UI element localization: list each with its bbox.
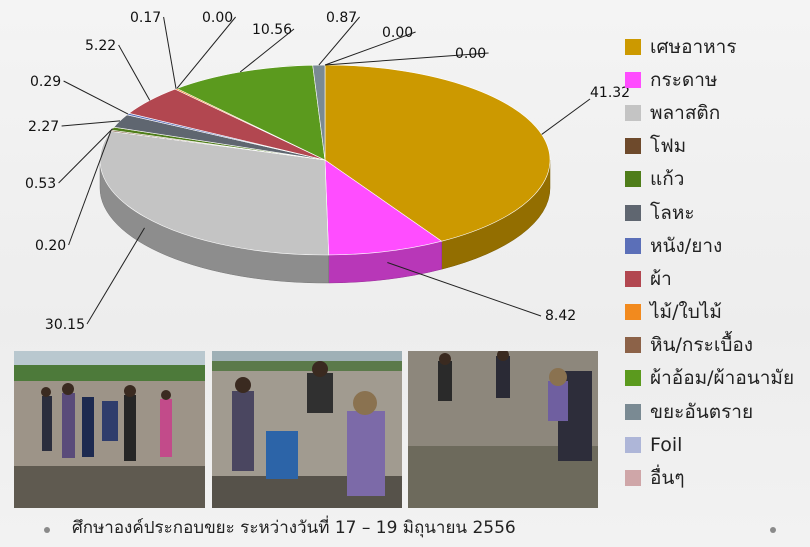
legend-item: โลหะ bbox=[625, 196, 810, 229]
legend-item: แก้ว bbox=[625, 163, 810, 196]
legend-swatch bbox=[625, 370, 641, 387]
photo-landfill-workers-3 bbox=[408, 351, 598, 508]
legend-item: พลาสติก bbox=[625, 96, 810, 129]
legend-swatch bbox=[625, 104, 641, 121]
data-label: 0.17 bbox=[130, 10, 161, 26]
legend-swatch bbox=[625, 403, 641, 420]
legend-label: ไม้/ใบไม้ bbox=[650, 301, 722, 324]
data-label: 0.20 bbox=[35, 238, 66, 254]
legend-swatch bbox=[625, 470, 641, 487]
photo-landfill-workers-1 bbox=[14, 351, 205, 508]
leader-line bbox=[163, 16, 177, 89]
legend-item: อื่นๆ bbox=[625, 461, 810, 494]
legend-item: กระดาษ bbox=[625, 63, 810, 96]
legend-label: Foil bbox=[650, 433, 683, 456]
legend-item: เศษอาหาร bbox=[625, 30, 810, 63]
pie-slice bbox=[324, 159, 443, 256]
legend-item: โฟม bbox=[625, 130, 810, 163]
legend-swatch bbox=[625, 237, 641, 254]
legend-label: ผ้า bbox=[650, 267, 672, 290]
legend-label: กระดาษ bbox=[650, 68, 718, 91]
pie-slice bbox=[324, 64, 551, 242]
leader-line bbox=[324, 31, 416, 66]
data-label: 0.53 bbox=[25, 176, 56, 192]
legend-swatch bbox=[625, 171, 641, 188]
leader-line bbox=[118, 44, 151, 101]
pie-slice bbox=[99, 130, 329, 256]
leader-line bbox=[541, 98, 591, 135]
legend-label: อื่นๆ bbox=[650, 467, 685, 490]
chart-legend: เศษอาหารกระดาษพลาสติกโฟมแก้วโลหะหนัง/ยาง… bbox=[625, 30, 810, 495]
legend-label: แก้ว bbox=[650, 168, 685, 191]
legend-swatch bbox=[625, 71, 641, 88]
data-label: 10.56 bbox=[252, 22, 292, 38]
legend-label: โลหะ bbox=[650, 201, 695, 224]
data-label: 0.29 bbox=[30, 74, 61, 90]
data-label: 0.87 bbox=[326, 10, 357, 26]
legend-item: หนัง/ยาง bbox=[625, 229, 810, 262]
legend-swatch bbox=[625, 204, 641, 221]
leader-line bbox=[176, 16, 236, 89]
legend-item: Foil bbox=[625, 428, 810, 461]
data-label: 0.00 bbox=[455, 46, 486, 62]
leader-line bbox=[61, 120, 121, 127]
data-label: 8.42 bbox=[545, 308, 576, 324]
legend-swatch bbox=[625, 138, 641, 155]
data-label: 2.27 bbox=[28, 119, 59, 135]
legend-label: พลาสติก bbox=[650, 101, 721, 124]
data-label: 5.22 bbox=[85, 38, 116, 54]
leader-line bbox=[58, 128, 113, 184]
legend-label: ผ้าอ้อม/ผ้าอนามัย bbox=[650, 367, 795, 390]
photo-caption: ศึกษาองค์ประกอบขยะ ระหว่างวันที่ 17 – 19… bbox=[72, 518, 516, 538]
data-label: 0.00 bbox=[202, 10, 233, 26]
legend-swatch bbox=[625, 304, 641, 321]
legend-item: ไม้/ใบไม้ bbox=[625, 296, 810, 329]
legend-item: หิน/กระเบื้อง bbox=[625, 329, 810, 362]
data-label: 0.00 bbox=[382, 25, 413, 41]
legend-label: ขยะอันตราย bbox=[650, 400, 754, 423]
legend-label: โฟม bbox=[650, 135, 687, 158]
legend-item: ผ้า bbox=[625, 262, 810, 295]
legend-label: เศษอาหาร bbox=[650, 35, 737, 58]
legend-swatch bbox=[625, 436, 641, 453]
leader-line bbox=[318, 16, 360, 66]
leader-line bbox=[239, 28, 295, 73]
legend-swatch bbox=[625, 38, 641, 55]
leader-line bbox=[63, 80, 129, 115]
leader-line bbox=[86, 227, 145, 325]
legend-item: ผ้าอ้อม/ผ้าอนามัย bbox=[625, 362, 810, 395]
leader-line bbox=[68, 130, 112, 246]
data-label: 30.15 bbox=[45, 317, 85, 333]
bullet-right bbox=[770, 527, 776, 533]
legend-label: หนัง/ยาง bbox=[650, 234, 723, 257]
legend-swatch bbox=[625, 270, 641, 287]
data-label: 41.32 bbox=[590, 85, 630, 101]
leader-line bbox=[387, 262, 542, 317]
bullet-left bbox=[44, 527, 50, 533]
legend-item: ขยะอันตราย bbox=[625, 395, 810, 428]
leader-line bbox=[324, 52, 489, 66]
legend-swatch bbox=[625, 337, 641, 354]
legend-label: หิน/กระเบื้อง bbox=[650, 334, 754, 357]
photo-landfill-workers-2 bbox=[212, 351, 402, 508]
